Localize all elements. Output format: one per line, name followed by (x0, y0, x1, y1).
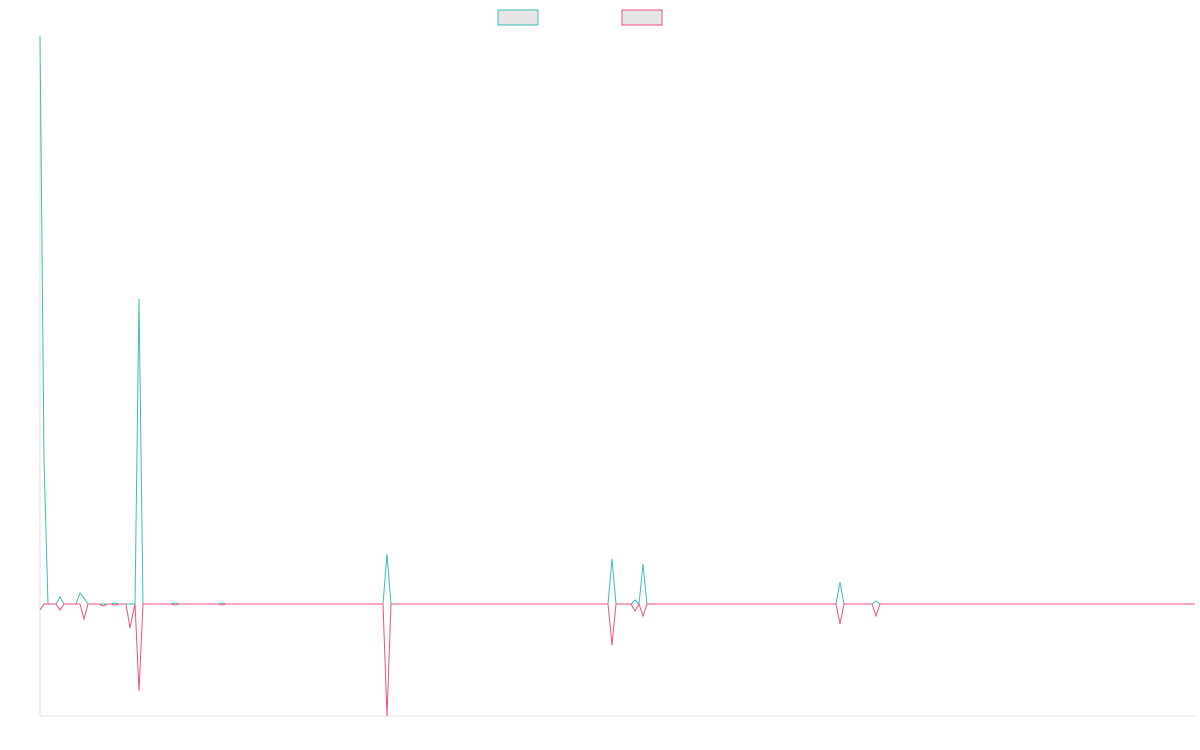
series-line (39, 602, 1195, 717)
legend-swatch (621, 9, 663, 26)
legend-swatch (497, 9, 539, 26)
series-line (39, 35, 1195, 606)
